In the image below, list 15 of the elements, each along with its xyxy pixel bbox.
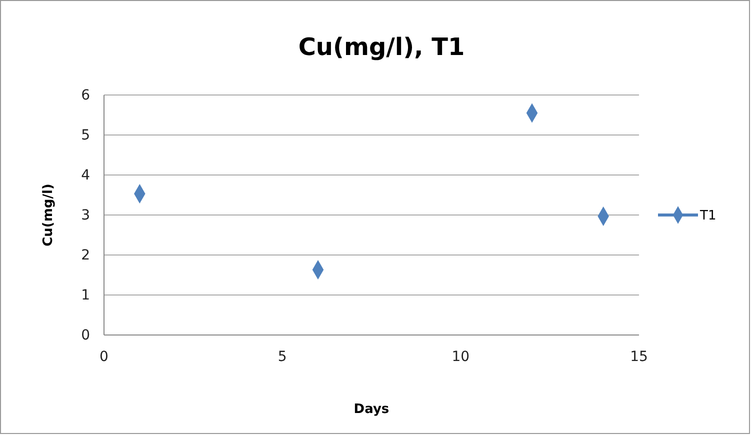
chart-title: Cu(mg/l), T1 (298, 33, 465, 61)
x-tick-label: 0 (100, 348, 108, 365)
y-tick-label: 2 (81, 247, 90, 264)
x-tick-label: 5 (278, 348, 287, 365)
y-tick-label: 1 (81, 287, 90, 304)
x-axis-title: Days (354, 402, 390, 417)
y-tick-label: 5 (81, 127, 90, 144)
legend-label: T1 (699, 208, 716, 224)
x-tick-label: 15 (630, 348, 648, 365)
y-tick-label: 3 (81, 207, 90, 224)
y-axis-title: Cu(mg/l) (41, 184, 56, 246)
x-tick-label: 10 (452, 348, 470, 365)
y-tick-label: 6 (81, 87, 90, 104)
y-tick-label: 0 (81, 327, 90, 344)
y-tick-label: 4 (81, 167, 90, 184)
